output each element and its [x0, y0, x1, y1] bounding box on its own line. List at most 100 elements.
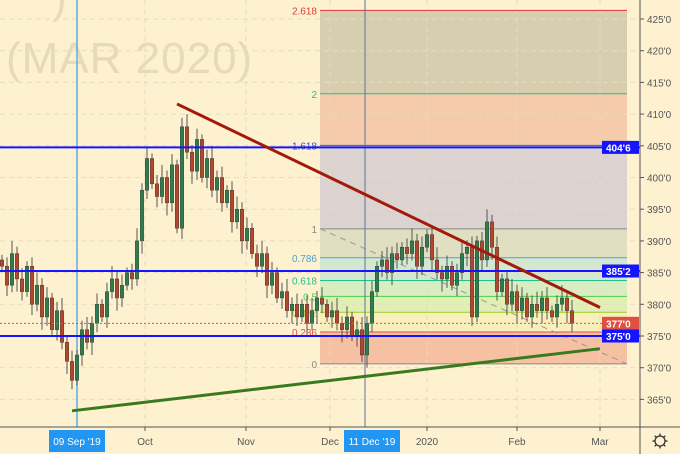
candle-body — [380, 259, 385, 267]
candle-body — [25, 266, 30, 292]
candle-body — [530, 304, 535, 318]
candle — [315, 290, 320, 324]
time-tick-label: Dec — [321, 437, 339, 448]
candle-body — [144, 158, 149, 191]
price-badge-label: 377'0 — [606, 319, 631, 330]
candle-body — [565, 297, 570, 311]
price-tick-label: 385'0 — [647, 269, 672, 280]
candle — [194, 128, 199, 181]
candle-body — [540, 297, 545, 311]
candle — [40, 278, 45, 330]
price-tick-label: 395'0 — [647, 205, 672, 216]
candle-body — [30, 266, 35, 305]
candle — [94, 293, 99, 333]
candle — [20, 268, 25, 301]
fib-zone-1.618 — [320, 93, 627, 146]
candle-body — [50, 297, 55, 330]
candle-body — [0, 259, 4, 267]
candle-body — [199, 139, 204, 178]
candle — [14, 246, 19, 292]
fib-level-label: 0.236 — [292, 328, 317, 339]
candle-body — [89, 323, 94, 343]
candle — [84, 316, 89, 350]
candle-body — [520, 297, 525, 311]
candle-body — [260, 253, 265, 267]
candle-body — [445, 266, 450, 280]
gear-icon-tooth — [663, 435, 666, 438]
candle-body — [189, 151, 194, 172]
candle-body — [495, 247, 500, 292]
candle — [55, 301, 60, 341]
candle — [500, 273, 505, 297]
candle-body — [410, 240, 415, 254]
candle-body — [425, 234, 430, 248]
fib-level-label: 0.618 — [292, 276, 317, 287]
watermark-symbol: (MAR 2020) — [6, 34, 254, 83]
candle — [475, 235, 480, 323]
candle — [45, 287, 50, 326]
candle — [174, 159, 179, 234]
candle-body — [35, 285, 40, 305]
fib-zone-2 — [320, 10, 627, 94]
candle — [430, 225, 435, 271]
candle-body — [510, 291, 515, 305]
candle — [184, 114, 189, 160]
candle-body — [290, 304, 295, 311]
candle — [400, 242, 405, 265]
price-tick-label: 380'0 — [647, 300, 672, 311]
candle-body — [74, 354, 79, 381]
candle-body — [224, 189, 229, 204]
candle — [365, 316, 370, 368]
candle-body — [295, 304, 300, 318]
candle-body — [40, 285, 45, 318]
candle-body — [194, 139, 199, 172]
candle-body — [285, 291, 290, 311]
price-tick-label: 390'0 — [647, 237, 672, 248]
gear-icon[interactable] — [652, 433, 668, 449]
candle — [179, 117, 184, 239]
candle — [234, 196, 239, 229]
candle-body — [305, 304, 310, 324]
candle-body — [229, 189, 234, 223]
candle-body — [109, 278, 114, 292]
candle-body — [55, 310, 60, 330]
candle-body — [139, 189, 144, 242]
candle — [550, 305, 555, 323]
candle — [305, 295, 310, 335]
watermark-fragment: ) — [52, 0, 67, 24]
price-badge-label: 385'2 — [606, 267, 631, 278]
candle — [0, 254, 4, 272]
candle — [25, 261, 30, 297]
candle-body — [280, 291, 285, 299]
candle — [119, 274, 124, 307]
price-tick-label: 420'0 — [647, 47, 672, 58]
candle — [64, 335, 69, 375]
candle-body — [440, 272, 445, 280]
candle-body — [340, 323, 345, 330]
candle-body — [124, 272, 129, 286]
candle — [450, 261, 455, 291]
price-badge — [602, 316, 639, 330]
candle-body — [20, 278, 25, 292]
candle-body — [335, 310, 340, 324]
price-badge — [602, 140, 639, 154]
fib-zone-0 — [320, 332, 627, 364]
candle — [470, 236, 475, 326]
candle — [164, 170, 169, 216]
candle-body — [169, 164, 174, 204]
candle — [435, 247, 440, 280]
candle — [510, 278, 515, 312]
support-trendline — [71, 347, 601, 413]
candle — [495, 236, 500, 301]
candle-body — [209, 158, 214, 191]
candle-body — [179, 126, 184, 229]
candle — [4, 257, 9, 297]
candle — [515, 284, 520, 324]
candle — [395, 242, 400, 269]
candle-body — [174, 164, 179, 229]
candle — [169, 154, 174, 212]
candle-body — [104, 291, 109, 318]
candle — [244, 217, 249, 250]
candle-body — [490, 221, 495, 248]
